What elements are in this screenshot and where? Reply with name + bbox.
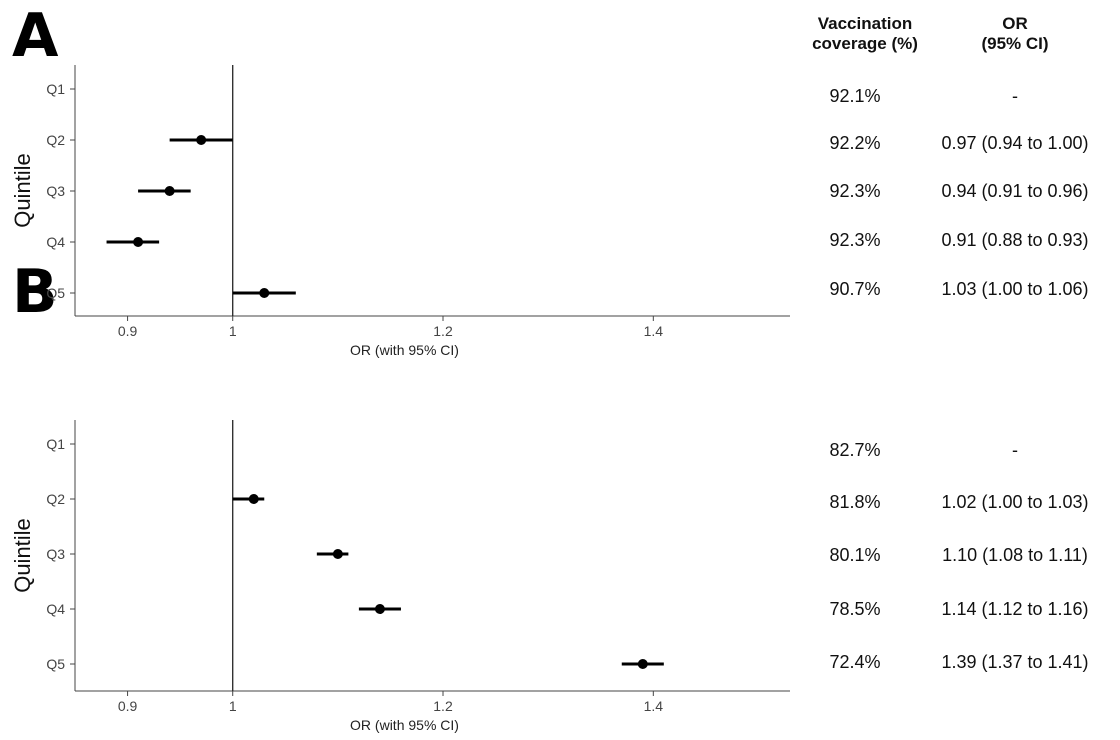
x-axis-label: OR (with 95% CI)	[350, 717, 459, 733]
y-axis-label: Quintile	[10, 518, 35, 593]
coverage-cell: 82.7%	[829, 440, 881, 460]
y-tick-label: Q1	[46, 81, 65, 97]
or-header-line2: (95% CI)	[981, 34, 1049, 53]
coverage-column-header: Vaccination coverage (%)	[790, 14, 940, 54]
y-tick-label: Q4	[46, 601, 65, 617]
coverage-header-line1: Vaccination	[817, 14, 913, 33]
coverage-cell: 80.1%	[829, 545, 881, 565]
coverage-cell: 92.3%	[829, 230, 881, 250]
or-point	[637, 659, 648, 669]
or-point	[164, 186, 175, 196]
coverage-header-line2: coverage (%)	[812, 34, 918, 53]
or-cell: 0.94 (0.91 to 0.96)	[941, 181, 1089, 201]
or-cell: -	[1012, 86, 1018, 106]
y-tick-label: Q1	[46, 436, 65, 452]
x-tick-label: 0.9	[118, 698, 138, 714]
or-cell: 1.39 (1.37 to 1.41)	[941, 652, 1089, 672]
forest-plot-b: 0.9 1 1.2 1.4 OR (with 95% CI) Quintile Q1 Q2 Q3…	[10, 420, 790, 733]
or-cell: -	[1012, 440, 1018, 460]
y-tick-label: Q5	[46, 656, 65, 672]
x-axis-label: OR (with 95% CI)	[350, 342, 459, 358]
coverage-cell: 92.3%	[829, 181, 881, 201]
coverage-cell: 78.5%	[829, 599, 881, 619]
or-point	[332, 549, 343, 559]
y-tick-label: Q3	[46, 546, 65, 562]
forest-plot-a: 0.9 1 1.2 1.4 OR (with 95% CI) Quintile Q1 Q2 Q3…	[10, 65, 790, 358]
or-point	[196, 135, 207, 145]
y-axis-label: Quintile	[10, 153, 35, 228]
coverage-cell: 92.1%	[829, 86, 881, 106]
or-header-line1: OR	[1002, 14, 1028, 33]
x-tick-label: 1.2	[433, 698, 453, 714]
or-point	[259, 288, 270, 298]
or-cell: 1.02 (1.00 to 1.03)	[941, 492, 1089, 512]
panel-label-b: B	[12, 257, 58, 327]
or-cell: 1.03 (1.00 to 1.06)	[941, 279, 1089, 299]
or-point	[248, 494, 259, 504]
or-point	[133, 237, 144, 247]
or-column-header: OR (95% CI)	[960, 14, 1070, 54]
coverage-cell: 72.4%	[829, 652, 881, 672]
or-point	[374, 604, 385, 614]
coverage-cell: 81.8%	[829, 492, 881, 512]
x-tick-label: 1.2	[433, 323, 453, 339]
y-tick-label: Q4	[46, 234, 65, 250]
x-tick-label: 1	[229, 698, 237, 714]
y-tick-label: Q3	[46, 183, 65, 199]
x-tick-label: 1	[229, 323, 237, 339]
panel-label-a: A	[12, 1, 59, 71]
coverage-cell: 90.7%	[829, 279, 881, 299]
coverage-cell: 92.2%	[829, 133, 881, 153]
x-tick-label: 1.4	[644, 698, 664, 714]
y-tick-label: Q2	[46, 491, 65, 507]
or-cell: 1.14 (1.12 to 1.16)	[941, 599, 1089, 619]
or-cell: 0.97 (0.94 to 1.00)	[941, 133, 1089, 153]
y-tick-label: Q2	[46, 132, 65, 148]
y-tick-label: Q5	[46, 285, 65, 301]
or-cell: 0.91 (0.88 to 0.93)	[941, 230, 1089, 250]
x-tick-label: 0.9	[118, 323, 138, 339]
or-cell: 1.10 (1.08 to 1.11)	[942, 545, 1088, 565]
x-tick-label: 1.4	[644, 323, 664, 339]
